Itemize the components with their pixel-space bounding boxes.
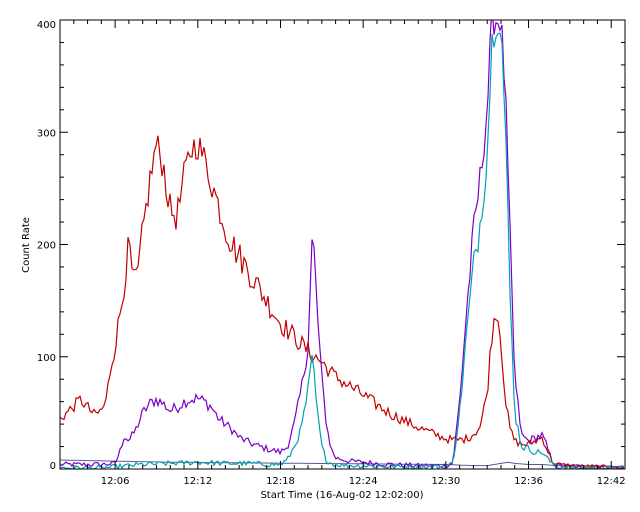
y-tick-label: 100 bbox=[37, 353, 56, 364]
y-tick-label: 300 bbox=[37, 128, 56, 139]
series-line-1 bbox=[60, 135, 625, 469]
series-layer bbox=[60, 20, 625, 469]
x-tick-label: 12:36 bbox=[514, 476, 543, 487]
x-tick-label: 12:18 bbox=[266, 476, 295, 487]
y-tick-label: 400 bbox=[37, 20, 56, 31]
series-line-3 bbox=[60, 32, 625, 469]
series-line-2 bbox=[60, 20, 625, 469]
x-tick-label: 12:06 bbox=[101, 476, 130, 487]
plot-frame bbox=[59, 19, 626, 470]
x-axis-title: Start Time (16-Aug-02 12:02:00) bbox=[260, 490, 423, 501]
y-tick-label: 0 bbox=[50, 461, 56, 472]
x-tick-label: 12:30 bbox=[431, 476, 460, 487]
x-tick-label: 12:42 bbox=[597, 476, 626, 487]
y-tick-label: 200 bbox=[37, 241, 56, 252]
x-tick-label: 12:24 bbox=[349, 476, 378, 487]
axes-layer: 0 100 200 300 400 12:06 12:12 12:18 12:24 12:30 12… bbox=[37, 19, 626, 487]
x-tick-label: 12:12 bbox=[183, 476, 212, 487]
y-axis-title: Count Rate bbox=[21, 217, 32, 273]
